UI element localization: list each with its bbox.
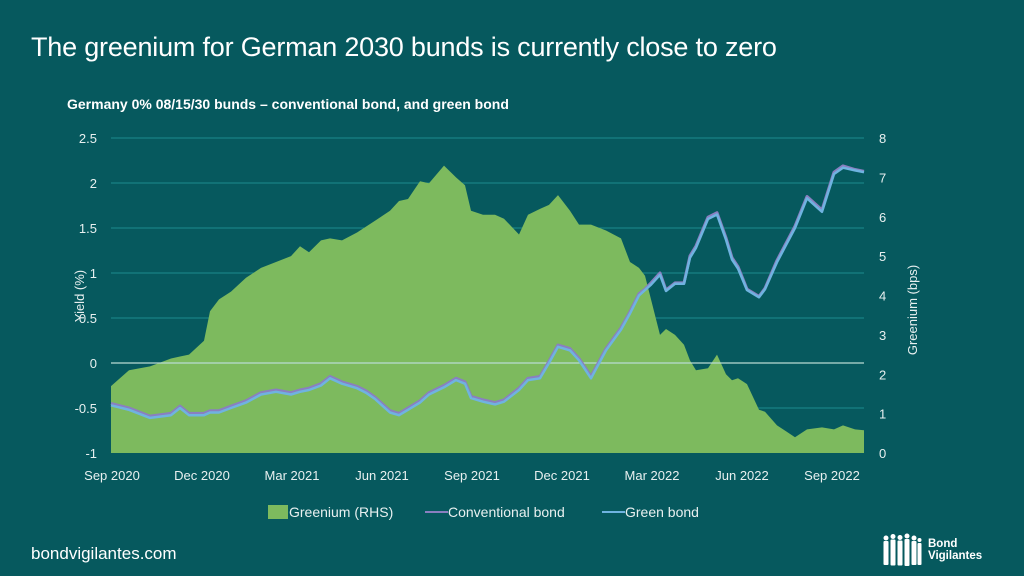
chart-subtitle: Germany 0% 08/15/30 bunds – conventional…	[67, 96, 509, 112]
page-title: The greenium for German 2030 bunds is cu…	[31, 32, 777, 62]
logo-line-1: Bond	[928, 538, 958, 550]
right-tick-label: 0	[879, 446, 886, 461]
right-tick-label: 7	[879, 170, 886, 185]
legend-label-greenium: Greenium (RHS)	[289, 504, 393, 520]
x-tick-label: Mar 2021	[265, 468, 320, 483]
left-tick-label: 2.5	[79, 131, 97, 146]
legend-label-conventional: Conventional bond	[448, 504, 565, 520]
green-bond-line	[110, 166, 865, 420]
left-tick-label: 1	[90, 266, 97, 281]
x-tick-label: Sep 2020	[84, 468, 140, 483]
left-tick-label: -1	[85, 446, 97, 461]
footer-url[interactable]: bondvigilantes.com	[31, 544, 177, 563]
left-tick-label: 0	[90, 356, 97, 371]
bond-vigilantes-logo: Bond Vigilantes	[882, 533, 982, 567]
right-tick-label: 4	[879, 289, 886, 304]
left-tick-label: 1.5	[79, 221, 97, 236]
right-axis-title: Greenium (bps)	[905, 265, 920, 355]
left-tick-label: 0.5	[79, 311, 97, 326]
x-tick-label: Sep 2021	[444, 468, 500, 483]
legend: Greenium (RHS) Conventional bond Green b…	[268, 504, 699, 520]
left-axis-ticks: -1 -0.5 0 0.5 1 1.5 2 2.5	[75, 131, 97, 461]
right-tick-label: 8	[879, 131, 886, 146]
right-tick-label: 5	[879, 249, 886, 264]
x-tick-label: Jun 2022	[715, 468, 769, 483]
people-silhouettes-icon	[883, 533, 922, 566]
x-axis-ticks: Sep 2020 Dec 2020 Mar 2021 Jun 2021 Sep 2021…	[84, 468, 860, 483]
legend-swatch-greenium	[268, 505, 288, 519]
x-tick-label: Mar 2022	[625, 468, 680, 483]
right-tick-label: 1	[879, 407, 886, 422]
right-tick-label: 6	[879, 210, 886, 225]
left-axis-title: Yield (%)	[72, 270, 87, 322]
x-tick-label: Dec 2020	[174, 468, 230, 483]
x-tick-label: Dec 2021	[534, 468, 590, 483]
x-tick-label: Jun 2021	[355, 468, 409, 483]
right-tick-label: 2	[879, 367, 886, 382]
left-tick-label: 2	[90, 176, 97, 191]
right-tick-label: 3	[879, 328, 886, 343]
legend-label-green-bond: Green bond	[625, 504, 699, 520]
greenium-area	[111, 165, 864, 453]
left-tick-label: -0.5	[75, 401, 97, 416]
right-axis-ticks: 0 1 2 3 4 5 6 7 8	[879, 131, 886, 461]
logo-line-2: Vigilantes	[928, 550, 983, 562]
x-tick-label: Sep 2022	[804, 468, 860, 483]
